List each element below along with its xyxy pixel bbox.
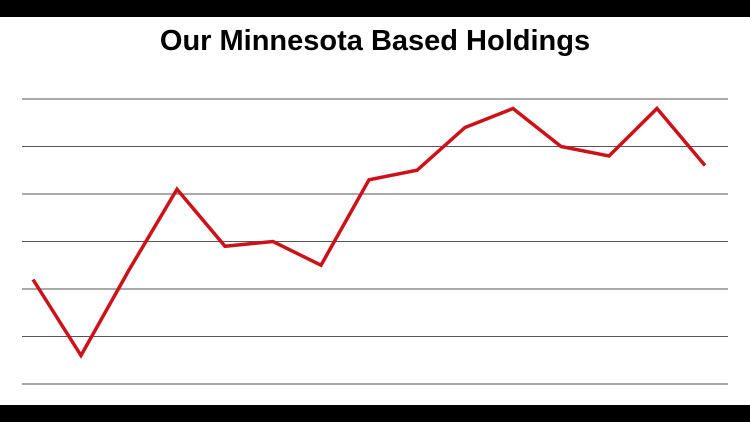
data-line (31, 105, 707, 359)
bottom-bar (0, 405, 750, 422)
chart-title: Our Minnesota Based Holdings (160, 25, 590, 57)
top-bar (0, 0, 750, 17)
